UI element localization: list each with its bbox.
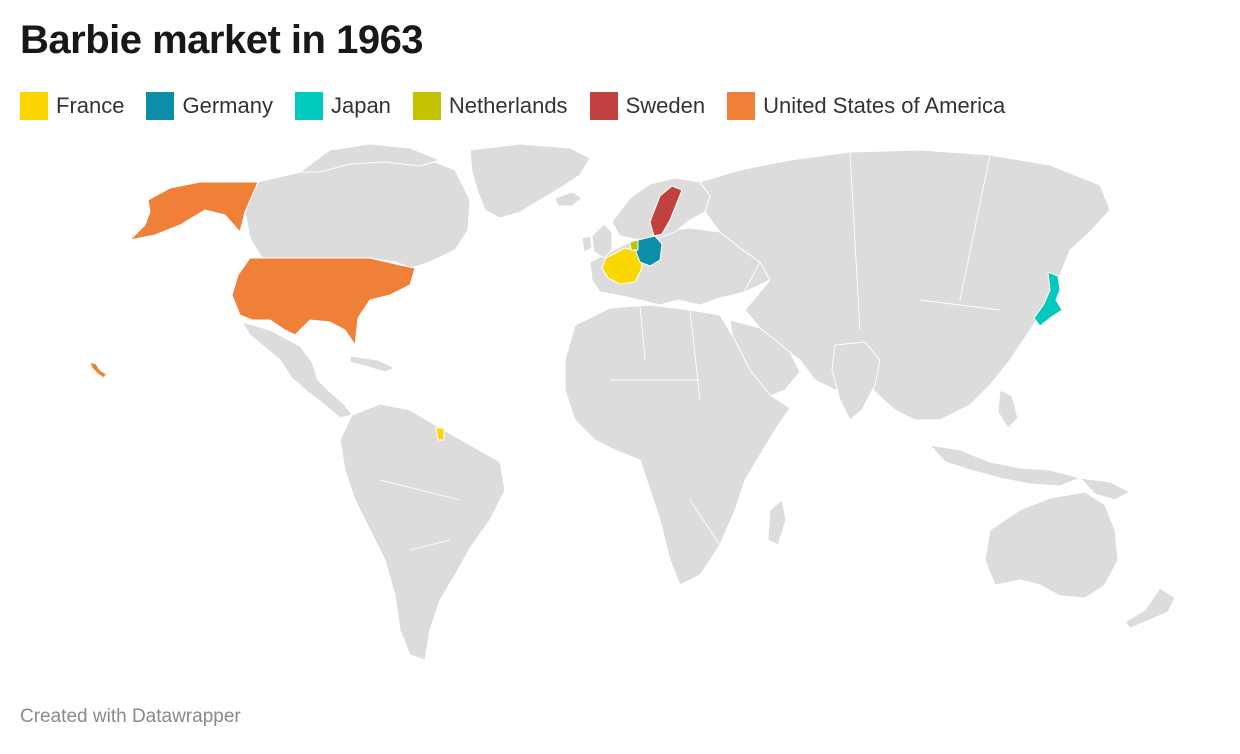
region-australia xyxy=(984,491,1119,599)
legend: France Germany Japan Netherlands Sweden … xyxy=(20,92,1005,120)
region-caribbean xyxy=(349,355,397,373)
legend-item-japan: Japan xyxy=(294,92,391,120)
region-india xyxy=(831,341,881,421)
region-indonesia xyxy=(928,444,1082,487)
legend-label-sweden: Sweden xyxy=(625,93,706,118)
region-madagascar xyxy=(767,499,787,546)
region-mexico-central-america xyxy=(240,321,353,419)
legend-label-germany: Germany xyxy=(182,93,273,118)
region-canada xyxy=(244,151,471,269)
legend-label-usa: United States of America xyxy=(763,93,1006,118)
legend-swatch-usa xyxy=(727,92,756,120)
country-sweden xyxy=(649,185,683,237)
legend-label-france: France xyxy=(56,93,125,118)
footer-credit: Created with Datawrapper xyxy=(20,706,241,727)
region-new-zealand xyxy=(1124,587,1176,629)
legend-swatch-france xyxy=(20,92,48,120)
legend-swatch-sweden xyxy=(589,92,618,120)
region-arctic-islands xyxy=(298,143,442,173)
chart-title: Barbie market in 1963 xyxy=(20,18,424,62)
region-iceland xyxy=(554,191,583,207)
country-usa xyxy=(231,257,416,347)
region-philippines xyxy=(997,389,1019,429)
region-ireland xyxy=(581,235,593,253)
region-uk xyxy=(591,223,613,259)
country-japan xyxy=(1033,271,1063,327)
region-greenland xyxy=(469,143,591,219)
world-map xyxy=(89,143,1176,661)
legend-item-germany: Germany xyxy=(146,92,273,120)
country-usa-alaska xyxy=(128,181,259,241)
region-south-america xyxy=(339,403,506,661)
region-asia xyxy=(699,149,1111,421)
legend-item-sweden: Sweden xyxy=(589,92,706,120)
border-lines xyxy=(379,151,1001,551)
legend-swatch-netherlands xyxy=(412,92,441,120)
legend-item-france: France xyxy=(20,92,124,120)
country-usa-hawaii xyxy=(89,361,107,379)
legend-swatch-germany xyxy=(146,92,175,120)
country-germany xyxy=(635,235,663,267)
region-africa xyxy=(564,304,791,586)
legend-item-usa: United States of America xyxy=(727,92,1005,120)
country-netherlands xyxy=(629,239,639,251)
legend-swatch-japan xyxy=(294,92,323,120)
legend-label-netherlands: Netherlands xyxy=(448,93,568,118)
legend-label-japan: Japan xyxy=(330,93,391,118)
region-papua xyxy=(1078,477,1132,501)
country-france-guiana xyxy=(435,427,445,441)
legend-item-netherlands: Netherlands xyxy=(412,92,568,120)
country-france xyxy=(601,247,643,285)
